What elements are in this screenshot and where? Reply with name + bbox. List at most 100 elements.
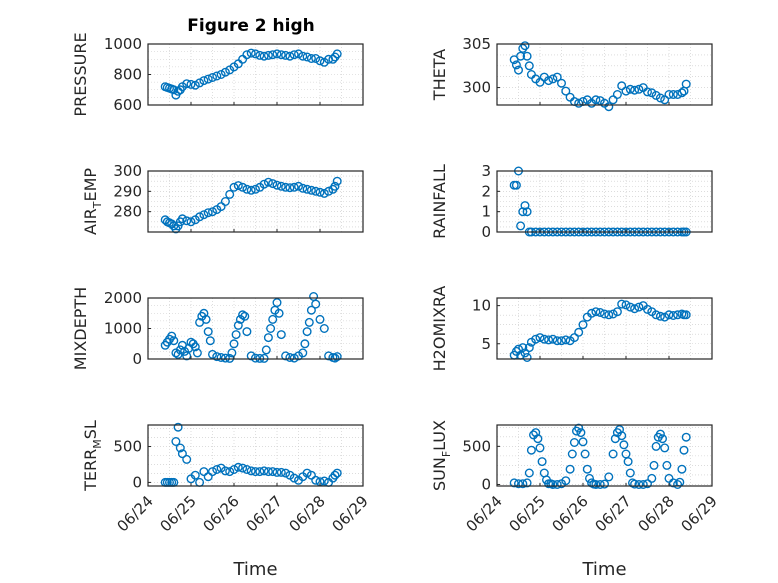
y-tick-label: 0 (481, 223, 491, 241)
data-point (625, 302, 635, 312)
data-point (250, 49, 260, 59)
data-point (634, 302, 644, 312)
y-axis-label: MIXDEPTH (71, 287, 90, 370)
data-point (655, 93, 665, 103)
axes-box (496, 170, 713, 233)
subplot-7: 0 500 06/24 06/25 06/26 06/27 06/28 06/29 SUNFLU… (430, 420, 721, 580)
axes-box (147, 170, 364, 233)
data-point (643, 87, 653, 97)
data-point (229, 339, 239, 349)
y-tick-label: 2 (481, 182, 491, 200)
y-tick-label: 1000 (104, 35, 142, 53)
data-point (289, 353, 299, 363)
data-point (268, 314, 278, 324)
data-point (332, 49, 342, 59)
data-point (552, 480, 562, 490)
data-point (195, 78, 205, 88)
data-point (274, 308, 284, 318)
data-point (263, 467, 273, 477)
y-axis-label: THETA (430, 49, 449, 101)
data-point (520, 201, 530, 211)
data-point (302, 468, 312, 478)
data-point (298, 348, 308, 358)
data-point (276, 467, 286, 477)
data-point (630, 85, 640, 95)
x-axis-label: Time (232, 559, 277, 580)
data-point (535, 333, 545, 343)
data-point (229, 465, 239, 475)
data-point (246, 48, 256, 58)
data-point (315, 56, 325, 66)
data-point (576, 428, 586, 438)
data-point (574, 423, 584, 433)
data-point (582, 464, 592, 474)
data-point (311, 299, 321, 309)
data-point (662, 460, 672, 470)
data-point (199, 210, 209, 220)
data-point (330, 353, 340, 363)
y-tick-label: 280 (113, 203, 142, 221)
data-point (655, 429, 665, 439)
data-point (658, 434, 668, 444)
data-point (272, 467, 282, 477)
data-point (240, 311, 250, 321)
data-point (203, 327, 213, 337)
data-point (319, 188, 329, 198)
data-point (229, 182, 239, 192)
data-point (246, 351, 256, 361)
data-point (638, 480, 648, 490)
data-point (268, 467, 278, 477)
data-point (182, 79, 192, 89)
y-tick-label: 0 (481, 475, 491, 493)
data-point (522, 353, 532, 363)
y-tick-label: 800 (113, 66, 142, 84)
data-point (516, 51, 526, 61)
data-point (643, 479, 653, 489)
data-point (233, 181, 243, 191)
y-tick-label: 5 (481, 335, 491, 353)
x-tick-label: 06/24 (463, 492, 506, 535)
data-point (250, 467, 260, 477)
data-point (255, 467, 265, 477)
data-point (681, 310, 691, 320)
data-point (630, 479, 640, 489)
data-point (580, 449, 590, 459)
subplot-4: 0 1000 2000 MIXDEPTH (71, 287, 364, 370)
data-point (177, 449, 187, 459)
data-point (182, 454, 192, 464)
data-point (261, 345, 271, 355)
x-tick-label: 06/25 (157, 492, 200, 535)
data-point (186, 79, 196, 89)
data-point (255, 50, 265, 60)
data-point (552, 336, 562, 346)
x-tick-label: 06/29 (678, 492, 721, 535)
data-point (289, 182, 299, 192)
data-point (621, 300, 631, 310)
data-point (651, 441, 661, 451)
data-point (619, 440, 629, 450)
data-point (225, 189, 235, 199)
y-tick-label: 10 (472, 297, 491, 315)
data-point (311, 54, 321, 64)
subplot-3: 0 1 2 3 RAINFALL (430, 162, 713, 241)
data-point (569, 333, 579, 343)
data-point (625, 84, 635, 94)
data-point (276, 181, 286, 191)
y-tick-label: 305 (462, 35, 491, 53)
data-point (319, 324, 329, 334)
data-point (514, 65, 524, 75)
data-point (238, 463, 248, 473)
data-point (673, 310, 683, 320)
x-tick-label: 06/28 (635, 492, 678, 535)
data-point (263, 177, 273, 187)
data-point (285, 353, 295, 363)
y-tick-label: 300 (113, 162, 142, 180)
data-point (655, 311, 665, 321)
data-point (201, 314, 211, 324)
data-point (535, 77, 545, 87)
data-point (242, 465, 252, 475)
data-point (259, 179, 269, 189)
y-tick-label: 1000 (104, 320, 142, 338)
data-point (531, 334, 541, 344)
data-point (272, 49, 282, 59)
